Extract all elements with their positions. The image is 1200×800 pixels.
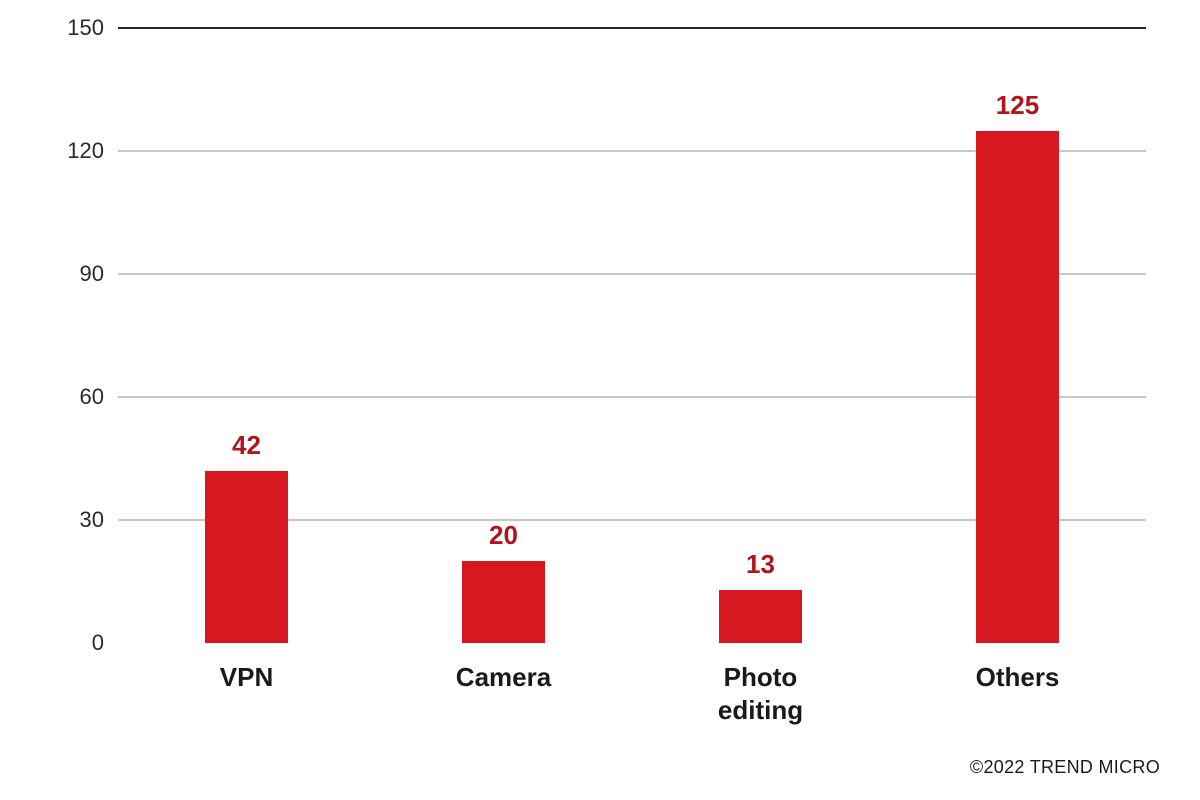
gridline (118, 27, 1146, 29)
copyright-credit: ©2022 TREND MICRO (970, 757, 1160, 778)
bar: 13 (719, 590, 801, 643)
ytick-label: 150 (67, 15, 118, 41)
bar: 125 (976, 131, 1058, 644)
bar: 20 (462, 561, 544, 643)
bar-chart: 030609012015042VPN20Camera13Photo editin… (118, 28, 1146, 643)
ytick-label: 0 (92, 630, 118, 656)
xtick-label: Camera (456, 643, 551, 694)
bar-value-label: 125 (996, 90, 1039, 131)
bar-value-label: 13 (746, 549, 775, 590)
bar-value-label: 42 (232, 430, 261, 471)
ytick-label: 30 (80, 507, 118, 533)
ytick-label: 120 (67, 138, 118, 164)
xtick-label: Others (976, 643, 1060, 694)
xtick-label: Photo editing (718, 643, 803, 726)
bar: 42 (205, 471, 287, 643)
bar-value-label: 20 (489, 520, 518, 561)
plot-area: 030609012015042VPN20Camera13Photo editin… (118, 28, 1146, 643)
xtick-label: VPN (220, 643, 273, 694)
ytick-label: 60 (80, 384, 118, 410)
ytick-label: 90 (80, 261, 118, 287)
